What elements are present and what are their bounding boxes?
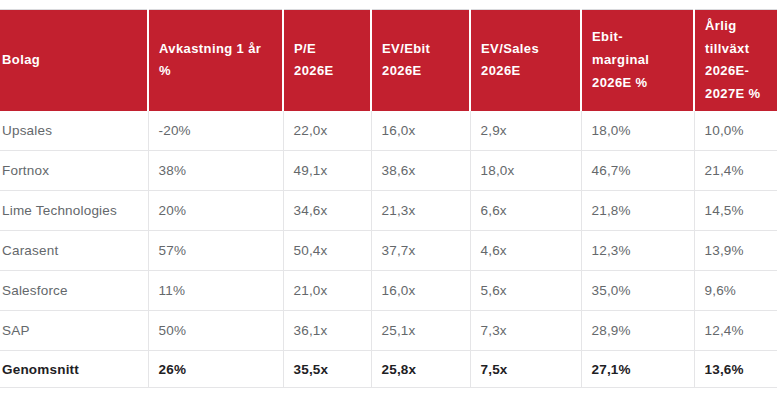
value-cell: 21,3x <box>371 191 470 231</box>
summary-label-cell: Genomsnitt <box>0 351 148 388</box>
value-cell: 20% <box>148 191 283 231</box>
value-cell: 22,0x <box>283 111 371 151</box>
column-header-label: Ebit- marginal 2026E % <box>592 26 687 94</box>
value-cell: 10,0% <box>694 111 777 151</box>
company-cell: Lime Technologies <box>0 191 148 231</box>
table-row: Fortnox 38% 49,1x 38,6x 18,0x 46,7% 21,4… <box>0 151 777 191</box>
column-header-ebit-marginal-2026e: Ebit- marginal 2026E % <box>581 10 694 111</box>
value-cell: 13,9% <box>694 231 777 271</box>
company-cell: Fortnox <box>0 151 148 191</box>
summary-value-cell: 7,5x <box>470 351 581 388</box>
value-cell: 9,6% <box>694 271 777 311</box>
summary-value-cell: 13,6% <box>694 351 777 388</box>
value-cell: 50,4x <box>283 231 371 271</box>
table-row: Salesforce 11% 21,0x 16,0x 5,6x 35,0% 9,… <box>0 271 777 311</box>
column-header-ev-sales-2026e: EV/Sales 2026E <box>470 10 581 111</box>
value-cell: 36,1x <box>283 311 371 351</box>
summary-value-cell: 35,5x <box>283 351 371 388</box>
value-cell: 6,6x <box>470 191 581 231</box>
value-cell: 21,4% <box>694 151 777 191</box>
value-cell: 50% <box>148 311 283 351</box>
header-row: Bolag Avkastning 1 år % P/E 2026E EV/Ebi… <box>0 10 777 111</box>
value-cell: 12,4% <box>694 311 777 351</box>
value-cell: 25,1x <box>371 311 470 351</box>
value-cell: 57% <box>148 231 283 271</box>
value-cell: 18,0x <box>470 151 581 191</box>
summary-value-cell: 26% <box>148 351 283 388</box>
table-row: Upsales -20% 22,0x 16,0x 2,9x 18,0% 10,0… <box>0 111 777 151</box>
summary-row: Genomsnitt 26% 35,5x 25,8x 7,5x 27,1% 13… <box>0 351 777 388</box>
value-cell: -20% <box>148 111 283 151</box>
column-header-label: Bolag <box>2 49 141 72</box>
table-row: SAP 50% 36,1x 25,1x 7,3x 28,9% 12,4% <box>0 311 777 351</box>
summary-value-cell: 27,1% <box>581 351 694 388</box>
value-cell: 7,3x <box>470 311 581 351</box>
column-header-label: EV/Ebit 2026E <box>382 38 463 84</box>
value-cell: 21,8% <box>581 191 694 231</box>
value-cell: 28,9% <box>581 311 694 351</box>
column-header-label: EV/Sales 2026E <box>481 38 574 84</box>
value-cell: 11% <box>148 271 283 311</box>
company-cell: Salesforce <box>0 271 148 311</box>
company-cell: SAP <box>0 311 148 351</box>
table-row: Lime Technologies 20% 34,6x 21,3x 6,6x 2… <box>0 191 777 231</box>
column-header-pe-2026e: P/E 2026E <box>283 10 371 111</box>
column-header-bolag: Bolag <box>0 10 148 111</box>
column-header-avkastning-1-ar: Avkastning 1 år % <box>148 10 283 111</box>
table-row: Carasent 57% 50,4x 37,7x 4,6x 12,3% 13,9… <box>0 231 777 271</box>
value-cell: 2,9x <box>470 111 581 151</box>
value-cell: 12,3% <box>581 231 694 271</box>
value-cell: 38,6x <box>371 151 470 191</box>
value-cell: 5,6x <box>470 271 581 311</box>
value-cell: 49,1x <box>283 151 371 191</box>
company-cell: Carasent <box>0 231 148 271</box>
value-cell: 35,0% <box>581 271 694 311</box>
value-cell: 21,0x <box>283 271 371 311</box>
company-cell: Upsales <box>0 111 148 151</box>
summary-value-cell: 25,8x <box>371 351 470 388</box>
column-header-ev-ebit-2026e: EV/Ebit 2026E <box>371 10 470 111</box>
value-cell: 4,6x <box>470 231 581 271</box>
value-cell: 16,0x <box>371 111 470 151</box>
value-cell: 37,7x <box>371 231 470 271</box>
value-cell: 38% <box>148 151 283 191</box>
company-comparison-table: Bolag Avkastning 1 år % P/E 2026E EV/Ebi… <box>0 9 777 388</box>
column-header-arlig-tillvaxt: Årlig tillväxt 2026E- 2027E % <box>694 10 777 111</box>
column-header-label: Avkastning 1 år % <box>159 38 276 84</box>
value-cell: 46,7% <box>581 151 694 191</box>
value-cell: 14,5% <box>694 191 777 231</box>
column-header-label: Årlig tillväxt 2026E- 2027E % <box>705 15 771 106</box>
value-cell: 34,6x <box>283 191 371 231</box>
value-cell: 16,0x <box>371 271 470 311</box>
value-cell: 18,0% <box>581 111 694 151</box>
valuation-table-figure: Bolag Avkastning 1 år % P/E 2026E EV/Ebi… <box>0 0 777 400</box>
column-header-label: P/E 2026E <box>294 38 364 84</box>
